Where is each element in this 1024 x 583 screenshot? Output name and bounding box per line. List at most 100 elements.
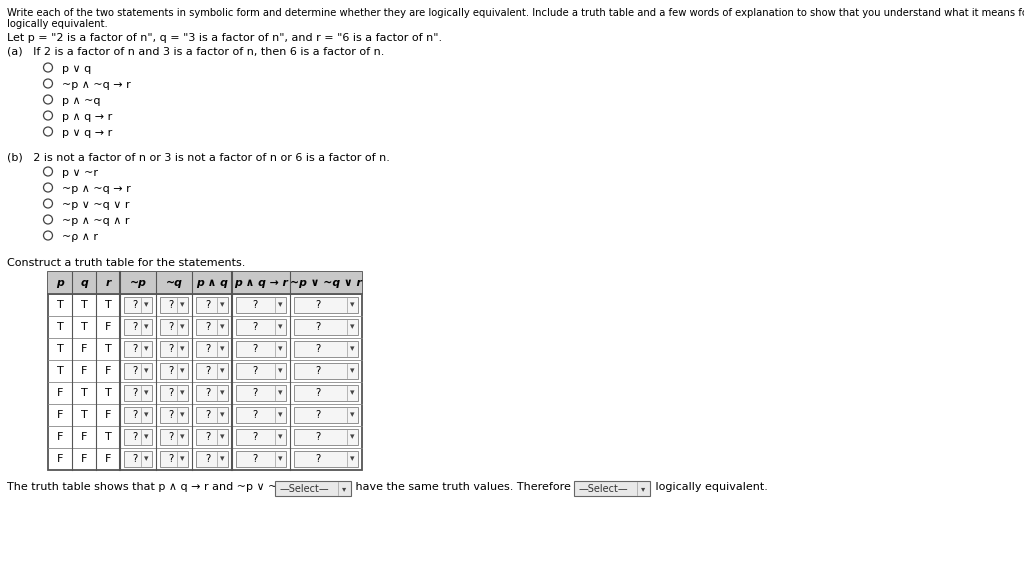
Text: ▾: ▾: [220, 410, 224, 420]
FancyBboxPatch shape: [236, 297, 286, 313]
Text: ▾: ▾: [350, 388, 354, 398]
Text: ?: ?: [315, 344, 321, 354]
FancyBboxPatch shape: [294, 363, 358, 379]
Text: p: p: [56, 278, 63, 288]
Text: The truth table shows that p ∧ q → r and ~p ∨ ~q ∨ r: The truth table shows that p ∧ q → r and…: [7, 482, 308, 492]
Bar: [48, 272, 362, 470]
Text: ▾: ▾: [350, 345, 354, 353]
Text: ▾: ▾: [279, 455, 283, 463]
Text: ?: ?: [168, 410, 173, 420]
FancyBboxPatch shape: [124, 385, 152, 401]
Text: ?: ?: [132, 322, 137, 332]
FancyBboxPatch shape: [160, 407, 188, 423]
Text: (b)   2 is not a factor of n or 3 is not a factor of n or 6 is a factor of n.: (b) 2 is not a factor of n or 3 is not a…: [7, 152, 390, 162]
Text: ▾: ▾: [279, 322, 283, 332]
FancyBboxPatch shape: [236, 407, 286, 423]
Text: ?: ?: [168, 322, 173, 332]
Text: F: F: [104, 322, 112, 332]
Text: ?: ?: [206, 344, 211, 354]
Text: ▾: ▾: [220, 367, 224, 375]
FancyBboxPatch shape: [294, 297, 358, 313]
Text: T: T: [56, 322, 63, 332]
Text: ?: ?: [168, 388, 173, 398]
Text: ~p: ~p: [130, 278, 146, 288]
Text: ▾: ▾: [350, 410, 354, 420]
FancyBboxPatch shape: [274, 481, 350, 496]
Text: p ∧ q → r: p ∧ q → r: [62, 112, 113, 122]
Text: p ∨ q: p ∨ q: [62, 64, 91, 74]
Text: ?: ?: [206, 300, 211, 310]
FancyBboxPatch shape: [160, 429, 188, 445]
Text: T: T: [56, 300, 63, 310]
Text: F: F: [104, 366, 112, 376]
Text: ▾: ▾: [279, 388, 283, 398]
Text: F: F: [81, 432, 87, 442]
Text: ?: ?: [315, 322, 321, 332]
Text: Write each of the two statements in symbolic form and determine whether they are: Write each of the two statements in symb…: [7, 8, 1024, 18]
Text: ▾: ▾: [279, 367, 283, 375]
Text: ?: ?: [132, 432, 137, 442]
FancyBboxPatch shape: [124, 429, 152, 445]
FancyBboxPatch shape: [124, 319, 152, 335]
Text: ?: ?: [252, 410, 258, 420]
FancyBboxPatch shape: [236, 363, 286, 379]
Text: F: F: [81, 366, 87, 376]
FancyBboxPatch shape: [196, 319, 228, 335]
Text: ?: ?: [206, 432, 211, 442]
Text: T: T: [56, 366, 63, 376]
FancyBboxPatch shape: [124, 363, 152, 379]
Text: ?: ?: [252, 300, 258, 310]
FancyBboxPatch shape: [160, 297, 188, 313]
Text: F: F: [104, 410, 112, 420]
Text: ?: ?: [252, 388, 258, 398]
Text: F: F: [56, 388, 63, 398]
Text: ▾: ▾: [350, 455, 354, 463]
Text: ?: ?: [168, 300, 173, 310]
FancyBboxPatch shape: [196, 363, 228, 379]
Text: ▾: ▾: [641, 484, 645, 493]
Text: T: T: [81, 410, 87, 420]
Text: logically equivalent.: logically equivalent.: [7, 19, 108, 29]
Text: ▾: ▾: [144, 367, 148, 375]
FancyBboxPatch shape: [124, 297, 152, 313]
Text: ▾: ▾: [180, 367, 184, 375]
Text: ?: ?: [206, 366, 211, 376]
Text: ?: ?: [252, 454, 258, 464]
FancyBboxPatch shape: [160, 385, 188, 401]
Text: ▾: ▾: [144, 388, 148, 398]
Text: ▾: ▾: [144, 345, 148, 353]
Text: F: F: [104, 454, 112, 464]
FancyBboxPatch shape: [294, 429, 358, 445]
Text: T: T: [104, 388, 112, 398]
Text: ~q: ~q: [166, 278, 182, 288]
Text: (a)   If 2 is a factor of n and 3 is a factor of n, then 6 is a factor of n.: (a) If 2 is a factor of n and 3 is a fac…: [7, 47, 384, 57]
Text: ?: ?: [132, 454, 137, 464]
FancyBboxPatch shape: [294, 385, 358, 401]
FancyBboxPatch shape: [294, 451, 358, 467]
Text: ▾: ▾: [144, 433, 148, 441]
Text: Construct a truth table for the statements.: Construct a truth table for the statemen…: [7, 258, 246, 268]
FancyBboxPatch shape: [124, 451, 152, 467]
Text: ?: ?: [252, 366, 258, 376]
Text: ?: ?: [132, 388, 137, 398]
Text: ?: ?: [168, 366, 173, 376]
Text: ?: ?: [315, 432, 321, 442]
Text: ?: ?: [206, 388, 211, 398]
FancyBboxPatch shape: [196, 297, 228, 313]
Text: ?: ?: [206, 322, 211, 332]
Text: ▾: ▾: [220, 300, 224, 310]
FancyBboxPatch shape: [196, 341, 228, 357]
FancyBboxPatch shape: [196, 429, 228, 445]
Text: F: F: [56, 410, 63, 420]
FancyBboxPatch shape: [236, 451, 286, 467]
Text: ?: ?: [315, 388, 321, 398]
Text: F: F: [56, 432, 63, 442]
Text: have the same truth values. Therefore they: have the same truth values. Therefore th…: [351, 482, 602, 492]
Text: F: F: [56, 454, 63, 464]
Text: ?: ?: [168, 454, 173, 464]
Text: ?: ?: [132, 344, 137, 354]
Text: Let p = "2 is a factor of n", q = "3 is a factor of n", and r = "6 is a factor o: Let p = "2 is a factor of n", q = "3 is …: [7, 33, 442, 43]
FancyBboxPatch shape: [124, 341, 152, 357]
Text: ?: ?: [132, 300, 137, 310]
Text: T: T: [104, 344, 112, 354]
